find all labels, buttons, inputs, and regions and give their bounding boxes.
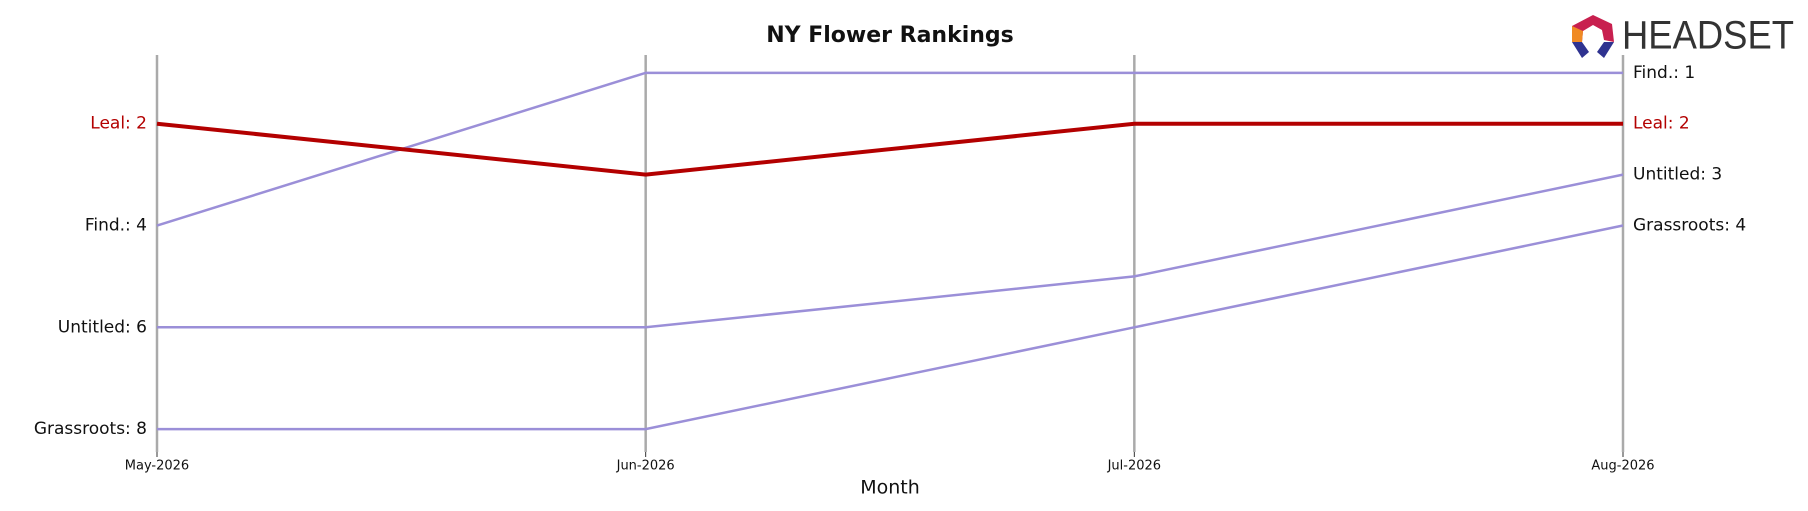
value-label: Leal: 2 bbox=[90, 114, 147, 134]
logo-icon bbox=[1572, 42, 1589, 58]
x-tick-label: Jul-2026 bbox=[1107, 459, 1161, 474]
value-label: Grassroots: 4 bbox=[1633, 216, 1746, 236]
value-label: Grassroots: 8 bbox=[34, 419, 147, 439]
chart-title: NY Flower Rankings bbox=[766, 23, 1014, 48]
x-tick-label: May-2026 bbox=[125, 459, 189, 474]
logo-text: HEADSET bbox=[1622, 14, 1794, 58]
value-label: Find.: 4 bbox=[85, 216, 147, 236]
x-axis-label: Month bbox=[860, 477, 920, 499]
logo-icon bbox=[1597, 42, 1614, 58]
value-label: Untitled: 3 bbox=[1633, 165, 1722, 185]
value-label: Leal: 2 bbox=[1633, 114, 1690, 134]
series-line bbox=[157, 224, 1624, 431]
series-line bbox=[156, 121, 1623, 177]
logo: HEADSET bbox=[1572, 14, 1794, 58]
x-tick-label: Jun-2026 bbox=[616, 459, 675, 474]
series-line bbox=[157, 173, 1624, 329]
value-label: Untitled: 6 bbox=[58, 317, 147, 337]
logo-icon bbox=[1572, 26, 1583, 42]
x-tick-label: Aug-2026 bbox=[1591, 459, 1654, 474]
value-label: Find.: 1 bbox=[1633, 63, 1695, 83]
